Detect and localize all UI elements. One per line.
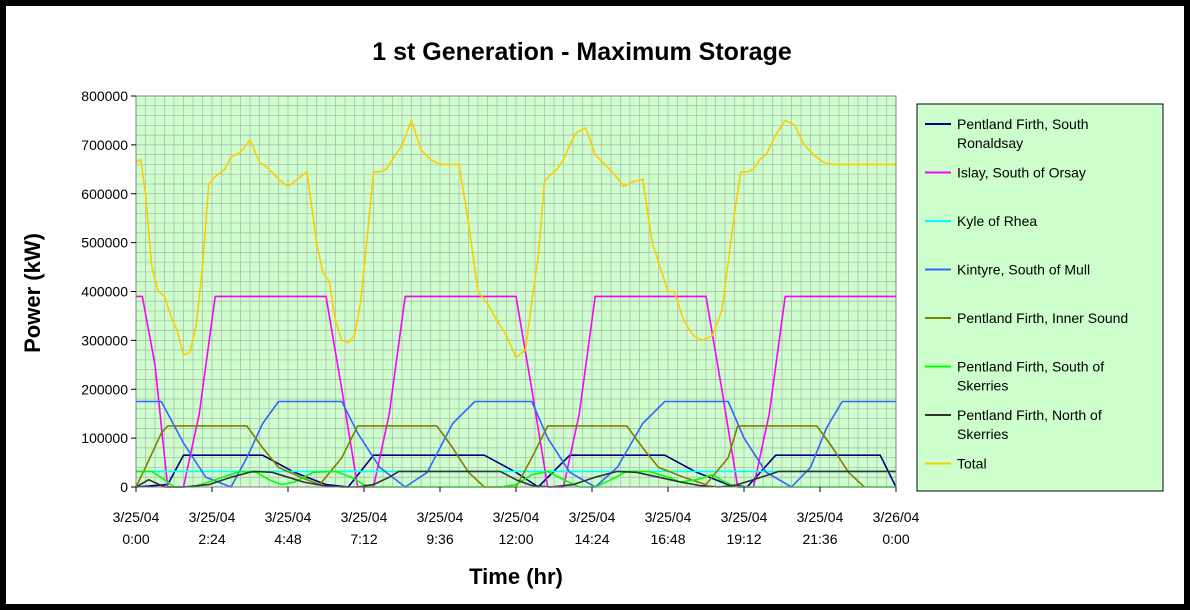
y-axis-title: Power (kW) bbox=[20, 233, 45, 353]
gridlines bbox=[136, 96, 896, 487]
x-tick-label-time: 7:12 bbox=[350, 531, 377, 547]
line-chart: 1 st Generation - Maximum Storage 0 10000… bbox=[20, 38, 1164, 589]
legend-label: Pentland Firth, North of Skerries bbox=[957, 407, 1102, 442]
x-tick-label-date: 3/25/04 bbox=[721, 509, 768, 525]
x-tick-label-time: 4:48 bbox=[274, 531, 301, 547]
chart-canvas: 1 st Generation - Maximum Storage 0 10000… bbox=[6, 6, 1184, 604]
legend bbox=[916, 103, 1164, 492]
x-tick-label-time: 0:00 bbox=[882, 531, 909, 547]
x-axis-ticks: 3/25/04 0:00 3/25/04 2:24 3/25/04 4:48 3/25/04… bbox=[113, 487, 920, 547]
y-tick-label: 500000 bbox=[81, 235, 128, 251]
x-tick-label-date: 3/25/04 bbox=[113, 509, 160, 525]
x-tick-label-time: 9:36 bbox=[426, 531, 453, 547]
x-tick-label-time: 19:12 bbox=[726, 531, 761, 547]
x-tick-label-date: 3/25/04 bbox=[341, 509, 388, 525]
x-tick-label-date: 3/25/04 bbox=[189, 509, 236, 525]
x-tick-label-time: 12:00 bbox=[498, 531, 533, 547]
y-tick-label: 400000 bbox=[81, 284, 128, 300]
y-axis-ticks: 0 100000 200000 300000 400000 500000 600000 700… bbox=[81, 88, 136, 495]
x-tick-label-date: 3/26/04 bbox=[873, 509, 920, 525]
legend-label: Pentland Firth, South of Skerries bbox=[957, 359, 1104, 394]
y-tick-label: 600000 bbox=[81, 186, 128, 202]
x-tick-label-date: 3/25/04 bbox=[645, 509, 692, 525]
x-tick-label-date: 3/25/04 bbox=[417, 509, 464, 525]
legend-label: Pentland Firth, South Ronaldsay bbox=[957, 116, 1089, 151]
chart-title: 1 st Generation - Maximum Storage bbox=[372, 38, 792, 66]
x-tick-label-date: 3/25/04 bbox=[797, 509, 844, 525]
legend-label: Islay, South of Orsay bbox=[957, 165, 1086, 181]
y-tick-label: 200000 bbox=[81, 381, 128, 397]
x-tick-label-time: 14:24 bbox=[574, 531, 609, 547]
series-line-pentland-firth-north-of-skerries bbox=[135, 470, 896, 488]
legend-label: Kyle of Rhea bbox=[957, 213, 1037, 229]
x-axis-title: Time (hr) bbox=[469, 564, 563, 589]
y-tick-label: 300000 bbox=[81, 332, 128, 348]
x-tick-label-time: 0:00 bbox=[122, 531, 149, 547]
y-tick-label: 700000 bbox=[81, 137, 128, 153]
x-tick-label-time: 21:36 bbox=[802, 531, 837, 547]
y-tick-label: 0 bbox=[120, 479, 128, 495]
y-tick-label: 100000 bbox=[81, 430, 128, 446]
series-line-total bbox=[135, 119, 896, 359]
y-tick-label: 800000 bbox=[81, 88, 128, 104]
x-tick-label-date: 3/25/04 bbox=[569, 509, 616, 525]
x-tick-label-date: 3/25/04 bbox=[493, 509, 540, 525]
x-tick-label-time: 2:24 bbox=[198, 531, 225, 547]
legend-label: Pentland Firth, Inner Sound bbox=[957, 310, 1128, 326]
legend-items: Pentland Firth, South Ronaldsay Islay, Sou… bbox=[925, 116, 1128, 472]
x-tick-label-time: 16:48 bbox=[650, 531, 685, 547]
x-tick-label-date: 3/25/04 bbox=[265, 509, 312, 525]
legend-label: Total bbox=[957, 456, 987, 472]
legend-label: Kintyre, South of Mull bbox=[957, 262, 1090, 278]
